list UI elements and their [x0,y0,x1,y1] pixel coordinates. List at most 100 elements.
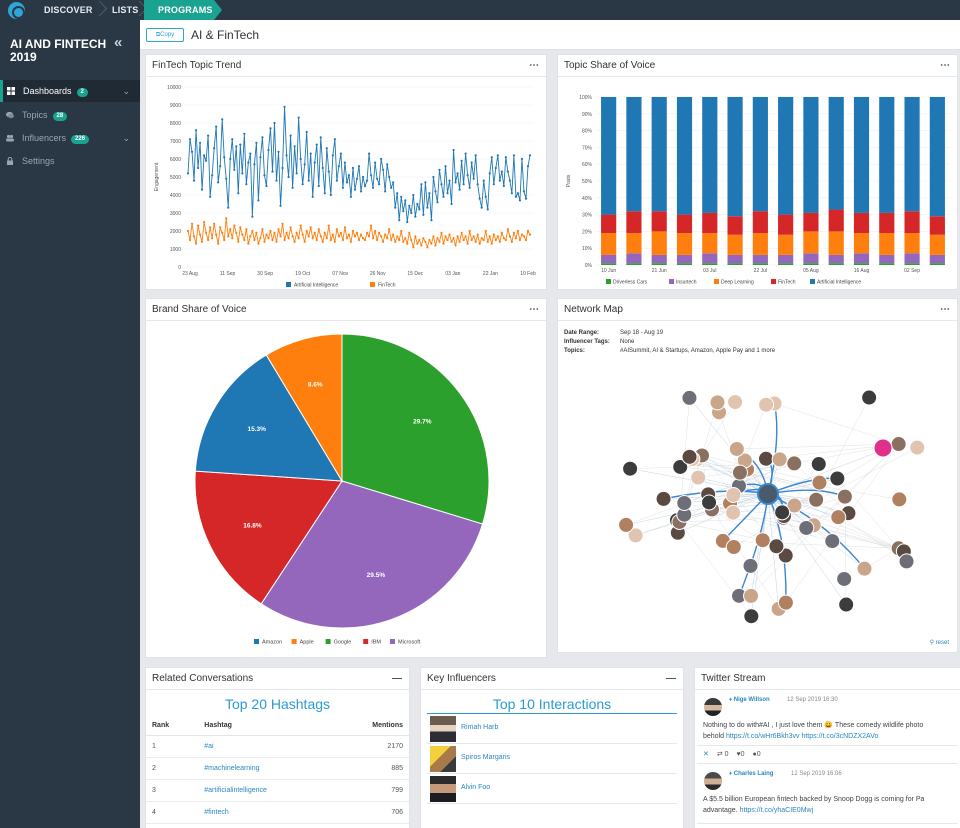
data-point [186,229,190,233]
y-tick-label: 0 [178,265,181,271]
panel-menu-icon[interactable]: — [392,673,402,684]
network-edge [750,496,846,596]
legend-label: FinTech [778,280,796,286]
tweet-author[interactable]: ♦ Nige Willson [729,697,770,703]
chevron-down-icon[interactable]: ⌄ [122,86,130,96]
avatar[interactable] [704,772,722,790]
panel-title: Topic Share of Voice [564,60,656,71]
nav-discover[interactable]: DISCOVER [44,5,93,15]
data-point [418,238,421,242]
y-tick-label: 70% [582,145,593,151]
stacked-bar-segment [651,211,667,232]
stacked-bar-segment [601,233,617,255]
hashtag-column-header[interactable]: Hashtag [198,716,333,736]
data-point [291,235,294,238]
panel-menu-icon[interactable]: ⋯ [529,60,539,71]
hashtag-link[interactable]: #machinelearning [198,757,333,780]
data-point [367,152,371,155]
nav-programs[interactable]: PROGRAMS [144,0,222,20]
tweet-link[interactable]: https://t.co/wHr6Bkh3vv [725,733,800,740]
panel-menu-icon[interactable]: ⋯ [529,304,539,315]
tweet-link[interactable]: https://t.co/yhaCIE0Mwj [739,807,814,814]
sidebar-item-settings[interactable]: Settings [0,150,140,172]
data-point [402,210,405,213]
chevron-down-icon[interactable]: ⌄ [122,133,130,143]
avatar[interactable] [704,698,722,716]
expand-icon[interactable]: ✕ [703,751,709,758]
data-point [229,157,232,161]
y-tick-label: 1000 [170,247,181,253]
stacked-bar-segment [778,214,794,235]
influencer-name-link[interactable]: Alvin Foo [461,784,491,791]
data-point [323,192,326,195]
influencer-name-link[interactable]: Spiros Margaris [461,754,511,761]
copy-button[interactable]: ⧉Copy [146,28,184,42]
influencer-row[interactable]: Spiros Margaris [427,744,677,774]
data-point [247,242,250,245]
data-point [414,235,417,238]
y-tick-label: 80% [582,129,593,135]
x-tick-label: 16 Aug [854,268,870,274]
sidebar-item-dashboards[interactable]: Dashboards 2 ⌄ [0,80,140,102]
like-icon[interactable]: ♥ [736,751,741,758]
x-tick-label: 02 Sep [904,268,920,274]
rank-column-header[interactable]: Rank [146,716,199,736]
data-point [357,238,361,242]
data-point [404,237,407,240]
reply-icon[interactable]: ● [752,751,757,758]
tweet-author-name: Nige Willson [733,697,770,703]
data-point [498,240,501,243]
network-edge [696,459,769,495]
rank-cell: 2 [146,757,199,780]
reset-zoom-link[interactable]: ⚲ reset [929,640,949,646]
data-point [508,179,511,182]
tweet-link[interactable]: https://t.co/3cNDZX2AVo [801,733,879,740]
panel-title: Brand Share of Voice [152,304,247,315]
y-tick-label: 8000 [170,121,181,127]
data-point [369,174,373,177]
influencer-name-link[interactable]: Rimah Harb [461,724,499,731]
data-point [486,208,489,211]
nav-lists[interactable]: LISTS [112,5,139,15]
network-edge [701,455,777,547]
panel-menu-icon[interactable]: ⋯ [940,304,950,315]
data-point [261,228,264,231]
data-point [200,240,204,243]
data-point [460,159,463,162]
tweet-item: ♦ Nige Willson 12 Sep 2019 16:30 Nothing… [697,690,958,746]
sidebar-item-topics[interactable]: Topics 28 [0,104,140,126]
mentions-column-header[interactable]: Mentions [332,716,409,736]
twitter-bird-icon: ♦ [729,771,733,777]
sidebar-item-influencers[interactable]: Influencers 226 ⌄ [0,127,140,149]
collapse-sidebar-icon[interactable]: « [114,34,123,51]
tweet-author[interactable]: ♦ Charles Laing [729,771,773,777]
data-point [367,235,371,238]
network-map-graph[interactable] [558,357,957,647]
stacked-bar-segment [929,234,945,255]
x-tick-label: 26 Nov [370,271,386,277]
data-point [221,118,224,121]
retweet-icon[interactable]: ⇄ [716,751,723,758]
app-logo-icon[interactable] [8,2,25,19]
panel-menu-icon[interactable]: ⋯ [940,60,950,71]
data-point [392,233,395,236]
data-point [400,195,403,198]
data-point [271,170,274,173]
y-tick-label: 2000 [170,229,181,235]
y-tick-label: 40% [582,196,593,202]
hashtag-link[interactable]: #ai [198,735,333,758]
hashtag-link[interactable]: #artificialintelligence [198,779,333,802]
influencer-row[interactable]: Rimah Harb [427,714,677,744]
data-point [253,163,256,166]
avatar [430,776,456,802]
data-point [410,211,413,215]
data-point [247,161,250,164]
data-point [392,181,395,184]
influencer-row[interactable]: Alvin Foo [427,774,677,804]
sidebar-item-label: Dashboards [23,86,72,96]
data-point [390,238,393,242]
data-point [349,240,353,243]
hashtag-link[interactable]: #fintech [198,801,333,824]
data-point [394,240,397,243]
panel-menu-icon[interactable]: — [666,673,676,684]
